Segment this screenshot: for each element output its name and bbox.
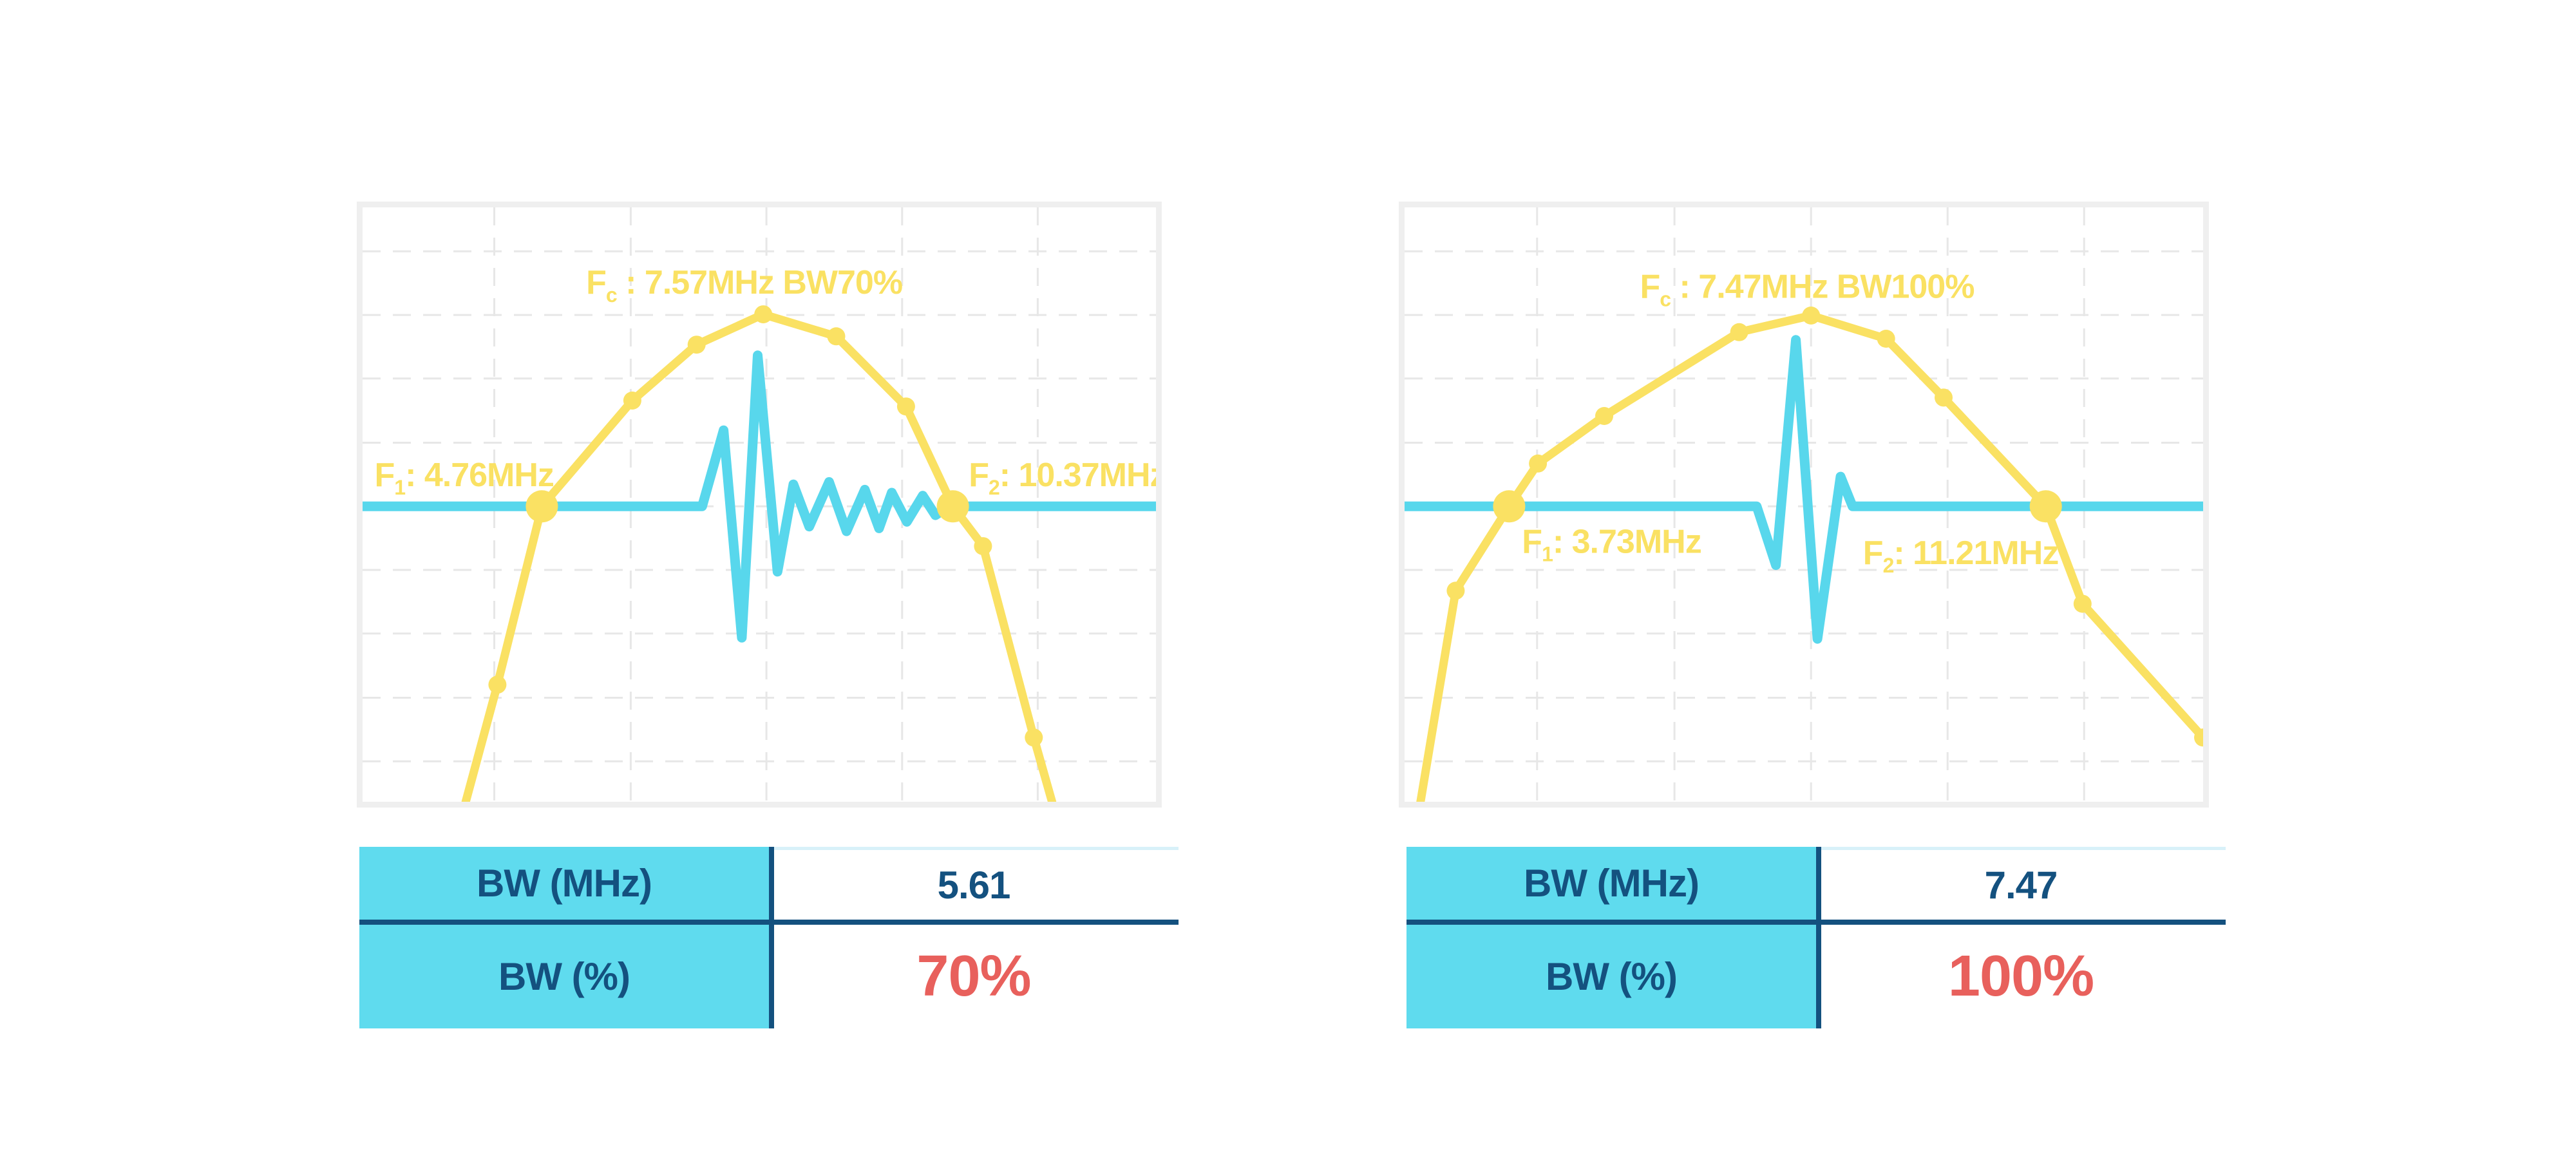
spectrum-chart-right: Fc : 7.47MHz BW100% F1: 3.73MHz F2: 11.21M…	[1405, 207, 2203, 802]
data-point-marker	[827, 327, 846, 346]
bw-mhz-value: 5.61	[769, 847, 1179, 920]
spectrum-curve	[1416, 311, 2203, 802]
data-point-marker	[1595, 407, 1613, 425]
bw-percent-label: BW (%)	[359, 925, 769, 1028]
bw-mhz-label: BW (MHz)	[359, 847, 769, 920]
crossover-point-marker	[526, 490, 558, 523]
data-point-marker	[488, 676, 507, 694]
data-point-marker	[1730, 323, 1748, 341]
spectrum-chart-left: Fc : 7.57MHz BW70% F1: 4.76MHz F2: 10.37MH…	[363, 207, 1156, 802]
f1-annotation: F1: 4.76MHz	[375, 457, 554, 499]
table-row: BW (%) 70%	[359, 925, 1179, 1028]
data-point-marker	[1802, 307, 1821, 325]
table-column-divider	[1816, 847, 1821, 1028]
crossover-point-marker	[1493, 490, 1526, 523]
bw-table-left: BW (MHz) 5.61 BW (%) 70%	[359, 847, 1179, 1028]
chart-panel-left: Fc : 7.57MHz BW70% F1: 4.76MHz F2: 10.37MH…	[357, 202, 1162, 808]
fc-annotation: Fc : 7.57MHz BW70%	[586, 264, 902, 307]
data-point-marker	[1877, 330, 1895, 348]
bw-percent-value: 70%	[916, 944, 1031, 1008]
data-point-marker	[2194, 728, 2203, 747]
bw-mhz-label: BW (MHz)	[1406, 847, 1816, 920]
spectrum-markers	[1446, 307, 2203, 747]
bw-mhz-value: 7.47	[1816, 847, 2226, 920]
data-point-marker	[896, 397, 915, 416]
data-point-marker	[2073, 594, 2092, 613]
table-row: BW (MHz) 7.47	[1406, 847, 2226, 920]
pulse-waveform	[363, 350, 1156, 643]
bw-percent-value: 100%	[1947, 944, 2094, 1008]
data-point-marker	[1025, 728, 1043, 747]
fc-annotation: Fc : 7.47MHz BW100%	[1640, 268, 1975, 310]
f2-annotation: F2: 10.37MHz	[969, 457, 1156, 499]
data-point-marker	[623, 392, 641, 410]
table-row: BW (MHz) 5.61	[359, 847, 1179, 920]
data-point-marker	[1529, 454, 1548, 473]
crossover-point-marker	[2029, 490, 2062, 523]
data-point-marker	[687, 336, 706, 354]
f1-annotation: F1: 3.73MHz	[1522, 523, 1701, 565]
pulse-waveform	[1405, 335, 2203, 644]
spectrum-markers	[488, 305, 1043, 747]
table-column-divider	[769, 847, 774, 1028]
spectrum-curve	[461, 310, 1057, 802]
data-point-marker	[974, 537, 992, 556]
data-point-marker	[1935, 388, 1953, 407]
data-point-marker	[1446, 582, 1465, 600]
table-row: BW (%) 100%	[1406, 925, 2226, 1028]
crossover-point-marker	[936, 490, 969, 523]
chart-panel-right: Fc : 7.47MHz BW100% F1: 3.73MHz F2: 11.21M…	[1399, 202, 2209, 808]
f2-annotation: F2: 11.21MHz	[1863, 534, 2058, 577]
bw-table-right: BW (MHz) 7.47 BW (%) 100%	[1406, 847, 2226, 1028]
bw-percent-label: BW (%)	[1406, 925, 1816, 1028]
data-point-marker	[754, 305, 773, 324]
